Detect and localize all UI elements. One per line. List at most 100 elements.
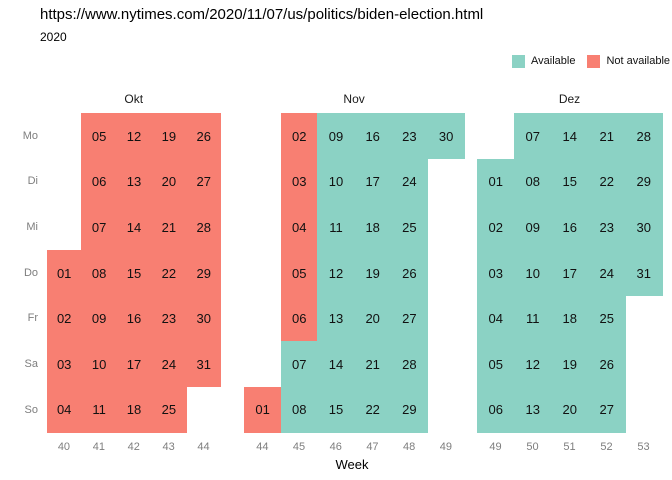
day-cell: 12	[317, 249, 355, 297]
day-cell: 27	[588, 386, 626, 434]
day-cell: 20	[354, 295, 392, 342]
week-axis-tick: 45	[292, 441, 306, 453]
day-cell: 30	[186, 295, 222, 342]
day-cell: 16	[354, 113, 392, 160]
day-cell: 22	[151, 249, 187, 297]
weekday-label-mo: Mo	[22, 129, 38, 142]
day-cell: 23	[390, 113, 428, 160]
day-cell: 04	[280, 204, 318, 251]
day-cell: 29	[390, 386, 428, 434]
day-cell: 09	[514, 204, 552, 251]
weekday-label-sa: Sa	[24, 358, 38, 371]
day-cell: 07	[280, 341, 318, 388]
day-cell: 22	[588, 158, 626, 205]
day-cell: 03	[477, 249, 515, 297]
day-cell: 09	[81, 295, 117, 342]
legend: Available Not available	[512, 54, 672, 68]
day-cell: 02	[280, 113, 318, 160]
week-axis-tick: 51	[563, 441, 576, 453]
day-cell: 28	[186, 204, 222, 251]
day-cell: 31	[186, 341, 222, 388]
day-cell: 08	[280, 386, 318, 434]
day-cell: 22	[354, 386, 392, 434]
week-axis-tick: 40	[57, 441, 71, 453]
day-cell: 13	[514, 386, 552, 434]
day-cell: 27	[186, 158, 222, 205]
day-cell: 30	[427, 113, 465, 160]
day-cell: 05	[280, 249, 318, 297]
day-cell: 06	[477, 386, 515, 434]
weekday-label-fr: Fr	[27, 312, 38, 325]
day-cell: 30	[625, 204, 663, 251]
day-cell: 18	[116, 386, 152, 434]
week-axis-tick: 48	[403, 441, 416, 453]
legend-swatch-not-available	[587, 54, 601, 68]
day-cell: 17	[116, 341, 152, 388]
weekday-label-do: Do	[23, 266, 38, 279]
day-cell: 17	[551, 249, 589, 297]
x-axis-title: Week	[335, 457, 369, 472]
day-cell: 20	[551, 386, 589, 434]
week-axis-tick: 44	[256, 441, 269, 453]
day-cell: 18	[354, 204, 392, 251]
day-cell: 01	[244, 386, 282, 434]
day-cell: 10	[317, 158, 355, 205]
year-label: 2020	[40, 30, 67, 44]
legend-label-available: Available	[531, 55, 576, 67]
day-cell: 28	[390, 341, 428, 388]
day-cell: 05	[81, 113, 117, 160]
day-cell: 26	[390, 249, 428, 297]
week-axis-tick: 49	[489, 441, 502, 453]
day-cell: 24	[151, 341, 187, 388]
day-cell: 01	[477, 158, 515, 205]
day-cell: 09	[317, 113, 355, 160]
day-cell: 20	[151, 158, 187, 205]
week-axis-tick: 49	[439, 441, 452, 453]
day-cell: 11	[317, 204, 355, 251]
day-cell: 02	[46, 295, 82, 342]
day-cell: 19	[151, 113, 187, 160]
weekday-label-so: So	[24, 403, 38, 416]
month-header-dez: Dez	[558, 92, 581, 106]
day-cell: 02	[477, 204, 515, 251]
day-cell: 21	[151, 204, 187, 251]
week-axis-tick: 41	[92, 441, 105, 453]
legend-label-not-available: Not available	[606, 55, 671, 67]
day-cell: 04	[46, 386, 82, 434]
day-cell: 15	[551, 158, 589, 205]
day-cell: 08	[81, 249, 117, 297]
week-axis-tick: 43	[162, 441, 175, 453]
week-axis-tick: 52	[600, 441, 613, 453]
day-cell: 13	[317, 295, 355, 342]
day-cell: 28	[625, 113, 663, 160]
day-cell: 11	[514, 295, 552, 342]
day-cell: 12	[514, 341, 552, 388]
day-cell: 29	[625, 158, 663, 205]
day-cell: 16	[116, 295, 152, 342]
day-cell: 27	[390, 295, 428, 342]
week-axis-tick: 42	[127, 441, 140, 453]
day-cell: 15	[116, 249, 152, 297]
day-cell: 25	[390, 204, 428, 251]
day-cell: 14	[551, 113, 589, 160]
day-cell: 24	[390, 158, 428, 205]
day-cell: 03	[46, 341, 82, 388]
day-cell: 19	[354, 249, 392, 297]
day-cell: 15	[317, 386, 355, 434]
day-cell: 07	[514, 113, 552, 160]
day-cell: 25	[588, 295, 626, 342]
day-cell: 06	[280, 295, 318, 342]
day-cell: 17	[354, 158, 392, 205]
day-cell: 26	[186, 113, 222, 160]
weekday-label-di: Di	[27, 175, 38, 188]
day-cell: 08	[514, 158, 552, 205]
day-cell: 04	[477, 295, 515, 342]
week-axis-tick: 46	[329, 441, 342, 453]
day-cell: 13	[116, 158, 152, 205]
weekday-label-mi: Mi	[26, 221, 38, 234]
day-cell: 25	[151, 386, 187, 434]
day-cell: 23	[151, 295, 187, 342]
day-cell: 01	[46, 249, 82, 297]
day-cell: 23	[588, 204, 626, 251]
week-axis-tick: 50	[526, 441, 539, 453]
